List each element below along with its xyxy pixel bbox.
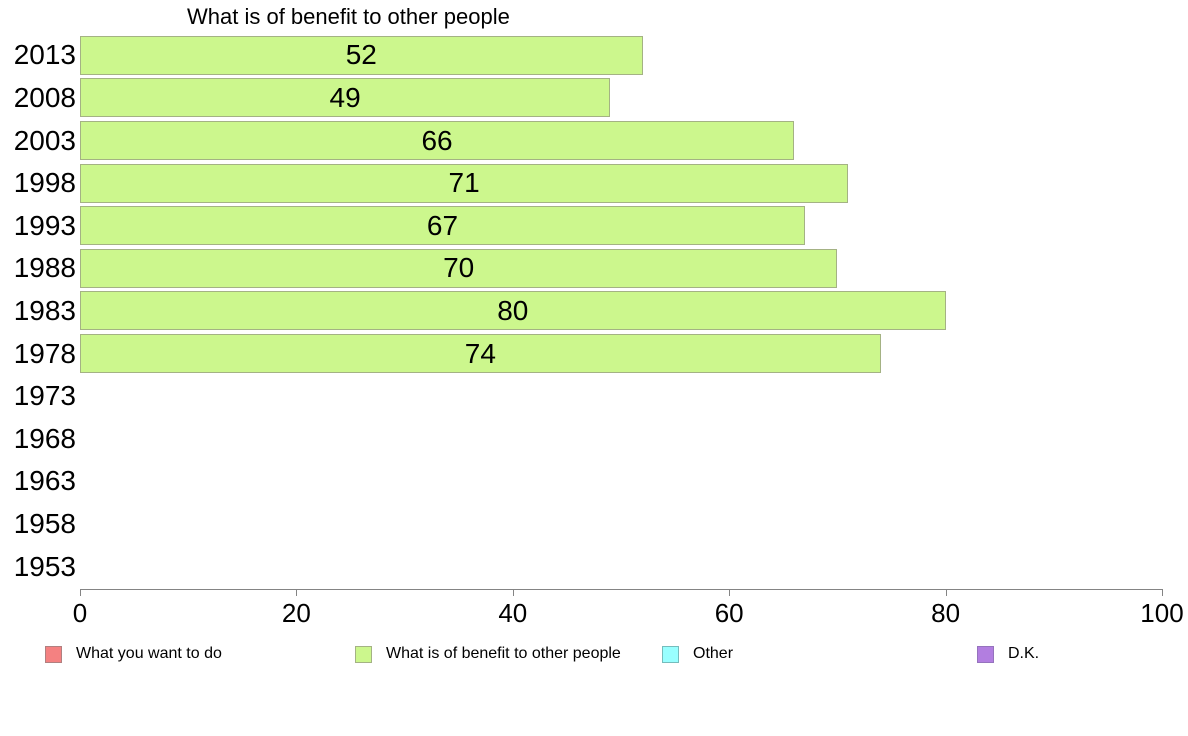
y-axis-label: 1973 [13,380,76,412]
x-axis-tick-label: 40 [498,598,528,628]
row-plot: 52 [80,34,1162,77]
y-axis-label: 1988 [13,252,76,284]
chart-row-1968: 1968 [0,417,1162,460]
y-axis-label: 1968 [13,422,76,454]
x-axis-tick-label: 0 [72,598,88,628]
row-plot [80,503,1162,546]
x-axis-tick-label: 20 [281,598,311,628]
chart-row-1958: 1958 [0,503,1162,546]
row-plot: 67 [80,204,1162,247]
bar-1978: 74 [80,334,881,374]
chart-row-1973: 1973 [0,375,1162,418]
chart-row-1993: 1993 67 [0,204,1162,247]
chart-row-1998: 1998 71 [0,162,1162,205]
bar-value-label: 74 [464,337,496,369]
plot-area: 2013 52 2008 49 2003 66 1998 71 1993 67 1988 70 1983… [0,34,1162,588]
chart-row-1953: 1953 [0,545,1162,588]
y-axis-label: 1963 [13,465,76,497]
bar-value-label: 70 [443,252,475,284]
x-axis-tick [512,589,514,596]
legend-swatch [45,645,62,663]
legend-item: D.K. [977,645,1039,663]
row-plot [80,417,1162,460]
chart-title: What is of benefit to other people [187,4,510,29]
row-plot: 49 [80,77,1162,120]
y-axis-label: 2003 [13,124,76,156]
bar-1983: 80 [80,291,946,331]
chart-row-2013: 2013 52 [0,34,1162,77]
x-axis-tick [945,589,947,596]
x-axis: 0 20 40 60 80 100 [73,589,1184,626]
legend-swatch [355,645,372,663]
legend-label: Other [693,645,734,662]
row-plot [80,460,1162,503]
x-axis-tick-label: 80 [931,598,961,628]
legend-label: What is of benefit to other people [386,645,621,662]
chart-row-1983: 1983 80 [0,290,1162,333]
x-axis-tick-label: 60 [714,598,744,628]
row-plot: 70 [80,247,1162,290]
legend-label: What you want to do [76,645,222,662]
bar-value-label: 66 [421,124,453,156]
chart-row-1963: 1963 [0,460,1162,503]
row-plot: 74 [80,332,1162,375]
y-axis-label: 1953 [13,550,76,582]
bar-2003: 66 [80,121,795,161]
y-axis-label: 1983 [13,294,76,326]
chart-row-1988: 1988 70 [0,247,1162,290]
legend-swatch [662,645,679,663]
chart-row-2008: 2008 49 [0,77,1162,120]
row-plot: 71 [80,162,1162,205]
x-axis-tick [80,589,81,596]
legend-item: What is of benefit to other people [355,645,621,663]
bar-value-label: 80 [497,294,529,326]
bar-value-label: 67 [426,209,459,241]
bar-1993: 67 [80,206,805,246]
bar-1988: 70 [80,248,838,288]
y-axis-label: 1978 [13,337,76,369]
legend-label: D.K. [1008,645,1040,662]
bar-value-label: 71 [448,167,480,199]
legend-item: What you want to do [45,645,222,663]
bar-1998: 71 [80,163,849,203]
x-axis-tick-label: 100 [1140,598,1184,628]
bar-value-label: 49 [329,81,361,113]
legend-item: Other [662,645,733,663]
y-axis-label: 2008 [13,81,76,113]
row-plot [80,545,1162,588]
y-axis-label: 2013 [13,39,76,71]
chart-row-2003: 2003 66 [0,119,1162,162]
x-axis-tick [296,589,298,596]
chart-row-1978: 1978 74 [0,332,1162,375]
y-axis-label: 1993 [13,209,76,241]
row-plot [80,375,1162,418]
bar-2013: 52 [80,35,643,75]
legend-swatch [977,645,994,663]
bar-2008: 49 [80,78,611,118]
x-axis-tick [1162,589,1163,596]
y-axis-label: 1958 [13,508,76,539]
row-plot: 66 [80,119,1162,162]
row-plot: 80 [80,290,1162,333]
y-axis-label: 1998 [13,167,76,199]
bar-value-label: 52 [345,39,377,71]
x-axis-tick [729,589,731,596]
